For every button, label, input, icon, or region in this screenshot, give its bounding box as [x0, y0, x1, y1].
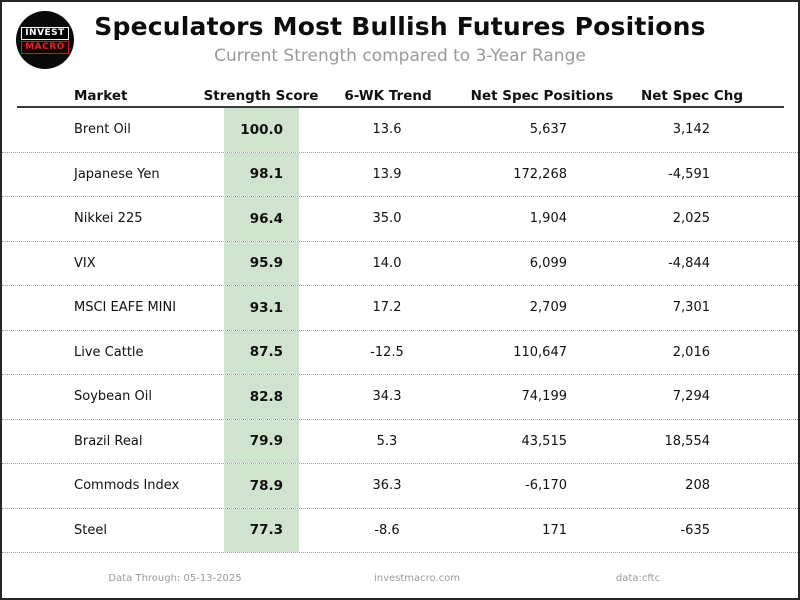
page-subtitle: Current Strength compared to 3-Year Rang…: [214, 46, 586, 66]
column-header-net-spec-positions: Net Spec Positions: [470, 88, 614, 104]
table-row: MSCI EAFE MINI 93.1 17.2 2,709 7,301: [2, 286, 798, 331]
cell-strength-score: 82.8: [224, 375, 299, 419]
cell-strength-score: 87.5: [224, 330, 299, 374]
header-divider-line: [17, 106, 784, 108]
footer-site-url: investmacro.com: [373, 573, 461, 584]
logo-macro-text: MACRO: [21, 40, 69, 54]
cell-6wk-trend: 5.3: [376, 433, 398, 449]
table-row: Nikkei 225 96.4 35.0 1,904 2,025: [2, 197, 798, 242]
cell-strength-score: 98.1: [224, 152, 299, 196]
table-header-row: Market Strength Score 6-WK Trend Net Spe…: [2, 88, 798, 106]
logo-invest-text: INVEST: [21, 26, 69, 40]
cell-net-spec-positions: 6,099: [529, 255, 567, 271]
cell-6wk-trend: -8.6: [374, 522, 400, 538]
column-header-net-spec-chg: Net Spec Chg: [640, 88, 744, 104]
cell-net-spec-positions: 110,647: [513, 344, 567, 360]
column-header-6wk-trend: 6-WK Trend: [344, 88, 432, 104]
cell-net-spec-chg: -635: [680, 522, 710, 538]
footer-data-source: data:cftc: [615, 573, 661, 584]
column-header-strength-score: Strength Score: [203, 88, 319, 104]
cell-net-spec-positions: -6,170: [525, 478, 567, 494]
cell-6wk-trend: 14.0: [372, 255, 402, 271]
footer-data-through: Data Through: 05-13-2025: [108, 573, 242, 584]
cell-market: VIX: [74, 255, 96, 271]
page-title: Speculators Most Bullish Futures Positio…: [94, 12, 706, 41]
cell-strength-score: 96.4: [224, 197, 299, 241]
cell-6wk-trend: 34.3: [372, 389, 402, 405]
cell-market: Brent Oil: [74, 122, 131, 138]
cell-strength-score: 100.0: [224, 108, 299, 152]
cell-market: Soybean Oil: [74, 389, 152, 405]
cell-6wk-trend: -12.5: [370, 344, 404, 360]
cell-net-spec-positions: 171: [542, 522, 567, 538]
cell-net-spec-chg: -4,591: [668, 166, 710, 182]
table-body: Brent Oil 100.0 13.6 5,637 3,142 Japanes…: [2, 108, 798, 553]
column-header-market: Market: [74, 88, 128, 104]
investmacro-logo: INVEST MACRO: [16, 11, 74, 69]
cell-6wk-trend: 36.3: [372, 478, 402, 494]
cell-strength-score: 79.9: [224, 419, 299, 463]
table-row: Live Cattle 87.5 -12.5 110,647 2,016: [2, 330, 798, 375]
cell-6wk-trend: 13.9: [372, 166, 402, 182]
table-row: Soybean Oil 82.8 34.3 74,199 7,294: [2, 375, 798, 420]
table-row: Brazil Real 79.9 5.3 43,515 18,554: [2, 419, 798, 464]
cell-6wk-trend: 13.6: [372, 122, 402, 138]
cell-market: Commods Index: [74, 478, 180, 494]
cell-net-spec-chg: 7,301: [672, 300, 710, 316]
cell-net-spec-chg: -4,844: [668, 255, 710, 271]
cell-market: MSCI EAFE MINI: [74, 300, 177, 316]
cell-net-spec-positions: 5,637: [529, 122, 567, 138]
table-row: Japanese Yen 98.1 13.9 172,268 -4,591: [2, 152, 798, 197]
cell-net-spec-chg: 18,554: [664, 433, 711, 449]
cell-net-spec-positions: 2,709: [529, 300, 567, 316]
cell-net-spec-positions: 1,904: [529, 211, 567, 227]
cell-net-spec-positions: 172,268: [513, 166, 567, 182]
table-row: Commods Index 78.9 36.3 -6,170 208: [2, 464, 798, 509]
cell-market: Live Cattle: [74, 344, 144, 360]
cell-net-spec-chg: 7,294: [672, 389, 710, 405]
cell-net-spec-chg: 2,025: [672, 211, 710, 227]
cell-6wk-trend: 35.0: [372, 211, 402, 227]
cell-strength-score: 95.9: [224, 241, 299, 285]
table-row: Steel 77.3 -8.6 171 -635: [2, 508, 798, 553]
cell-net-spec-positions: 43,515: [521, 433, 568, 449]
cell-strength-score: 93.1: [224, 286, 299, 330]
cell-net-spec-chg: 3,142: [672, 122, 710, 138]
cell-strength-score: 77.3: [224, 508, 299, 552]
cell-market: Japanese Yen: [74, 166, 160, 182]
cell-net-spec-chg: 2,016: [672, 344, 710, 360]
cell-market: Nikkei 225: [74, 211, 143, 227]
cell-net-spec-positions: 74,199: [521, 389, 568, 405]
table-row: Brent Oil 100.0 13.6 5,637 3,142: [2, 108, 798, 153]
footer: Data Through: 05-13-2025 investmacro.com…: [2, 573, 798, 593]
cell-net-spec-chg: 208: [685, 478, 710, 494]
cell-market: Brazil Real: [74, 433, 143, 449]
table-row: VIX 95.9 14.0 6,099 -4,844: [2, 241, 798, 286]
cell-market: Steel: [74, 522, 107, 538]
cell-strength-score: 78.9: [224, 464, 299, 508]
cell-6wk-trend: 17.2: [372, 300, 402, 316]
